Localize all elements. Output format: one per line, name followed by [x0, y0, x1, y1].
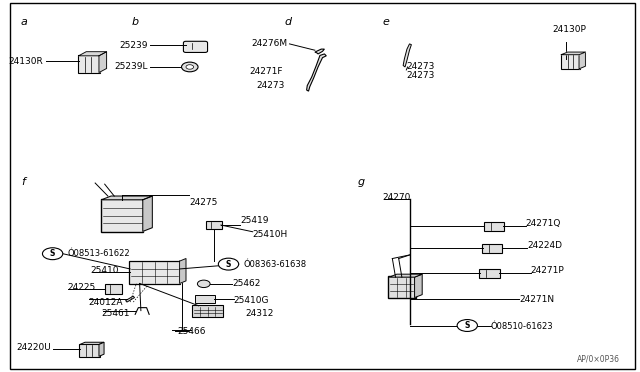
Text: Ó08363-61638: Ó08363-61638 [243, 260, 307, 269]
Text: 24220U: 24220U [16, 343, 51, 352]
FancyBboxPatch shape [561, 54, 580, 69]
FancyBboxPatch shape [129, 261, 180, 284]
Text: Ó08513-61622: Ó08513-61622 [67, 249, 130, 258]
Circle shape [218, 258, 239, 270]
Text: 24271F: 24271F [250, 67, 283, 76]
Text: 24270: 24270 [383, 193, 411, 202]
Polygon shape [315, 49, 324, 54]
FancyBboxPatch shape [388, 276, 416, 298]
FancyBboxPatch shape [78, 55, 100, 73]
Text: 24012A: 24012A [89, 298, 124, 307]
Text: AP/0×0P36: AP/0×0P36 [577, 355, 620, 364]
Text: d: d [284, 17, 291, 27]
Text: 24312: 24312 [245, 309, 273, 318]
FancyBboxPatch shape [484, 222, 504, 231]
Text: 24273: 24273 [406, 71, 435, 80]
Text: 25461: 25461 [102, 309, 130, 318]
Text: g: g [357, 177, 365, 187]
Circle shape [457, 320, 477, 331]
Text: 25466: 25466 [178, 327, 206, 336]
Text: 24225: 24225 [67, 283, 95, 292]
Polygon shape [180, 259, 186, 283]
Text: 24271Q: 24271Q [525, 219, 561, 228]
Text: 25419: 25419 [240, 216, 268, 225]
Text: 24130P: 24130P [552, 25, 586, 34]
Text: 24271N: 24271N [519, 295, 554, 304]
Text: S: S [465, 321, 470, 330]
Text: 25462: 25462 [232, 279, 260, 288]
FancyBboxPatch shape [105, 284, 122, 294]
Text: S: S [226, 260, 231, 269]
Circle shape [182, 62, 198, 72]
FancyBboxPatch shape [482, 244, 502, 253]
Text: 24224D: 24224D [527, 241, 562, 250]
FancyBboxPatch shape [184, 41, 207, 52]
Text: 25410H: 25410H [253, 230, 288, 239]
Polygon shape [125, 296, 134, 302]
Text: 24130R: 24130R [8, 57, 43, 66]
Polygon shape [143, 196, 152, 231]
Polygon shape [99, 52, 107, 73]
Text: 24273: 24273 [406, 62, 435, 71]
Circle shape [197, 280, 210, 288]
Text: S: S [50, 249, 55, 258]
Polygon shape [79, 52, 107, 56]
Text: 25239: 25239 [120, 41, 148, 50]
FancyBboxPatch shape [192, 305, 223, 317]
Text: 25410: 25410 [91, 266, 119, 275]
FancyBboxPatch shape [479, 269, 500, 278]
Polygon shape [561, 52, 586, 55]
Polygon shape [415, 274, 422, 298]
FancyBboxPatch shape [101, 199, 143, 232]
Polygon shape [389, 274, 422, 277]
Text: Ó08510-61623: Ó08510-61623 [491, 322, 554, 331]
Text: 25239L: 25239L [115, 62, 148, 71]
Text: 25410G: 25410G [234, 296, 269, 305]
Polygon shape [403, 44, 412, 67]
Polygon shape [80, 342, 104, 344]
Text: e: e [383, 17, 390, 27]
Text: 24276M: 24276M [252, 39, 287, 48]
Text: 24275: 24275 [189, 198, 218, 207]
Polygon shape [102, 196, 152, 200]
Polygon shape [307, 54, 326, 91]
FancyBboxPatch shape [206, 221, 221, 229]
Text: b: b [132, 17, 139, 27]
Polygon shape [579, 52, 586, 69]
Text: a: a [21, 17, 28, 27]
Circle shape [186, 65, 193, 69]
Text: 24271P: 24271P [531, 266, 564, 275]
Text: 24273: 24273 [256, 81, 284, 90]
FancyBboxPatch shape [195, 295, 214, 303]
FancyBboxPatch shape [79, 344, 100, 357]
Polygon shape [99, 342, 104, 356]
Circle shape [42, 248, 63, 260]
Text: f: f [21, 177, 25, 187]
